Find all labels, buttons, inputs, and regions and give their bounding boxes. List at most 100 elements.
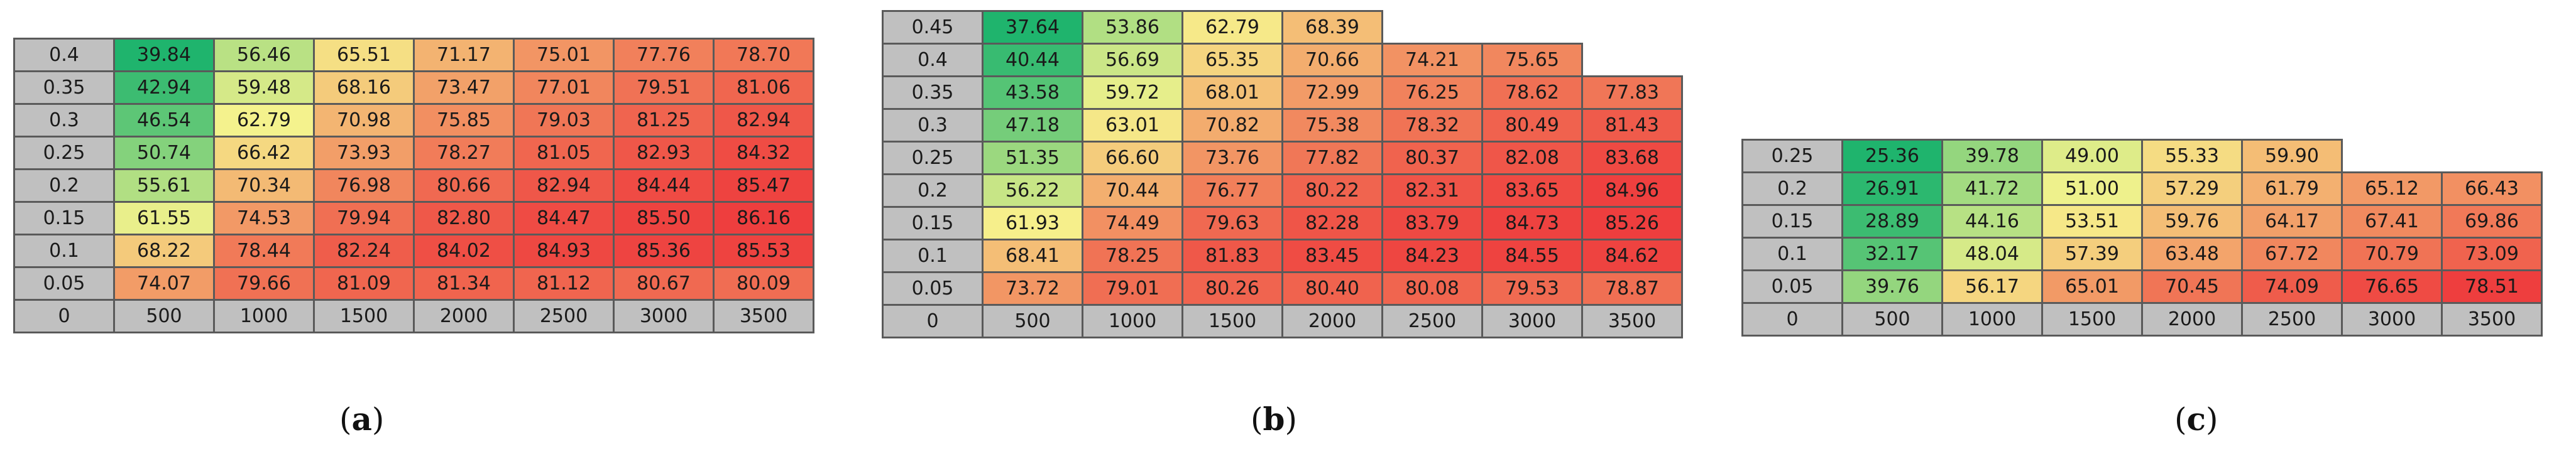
- column-label: 1500: [313, 299, 415, 333]
- heatmap-table-c: 0.25 25.36 39.78 49.00 55.33 59.90 0.2 26.91 41.…: [1741, 139, 2543, 337]
- heatmap-cell: 75.01: [513, 38, 615, 72]
- empty-cell: [1582, 44, 1682, 77]
- column-label: 500: [982, 304, 1083, 338]
- heatmap-cell: 85.53: [713, 234, 814, 268]
- heatmap-row: 0.3 46.54 62.79 70.98 75.85 79.03 81.25 82.94: [13, 103, 814, 138]
- heatmap-cell: 79.03: [513, 103, 615, 138]
- row-label: 0.25: [1741, 139, 1843, 173]
- corner-label: 0: [1741, 302, 1843, 337]
- heatmap-cell: 46.54: [113, 103, 215, 138]
- column-label: 2000: [413, 299, 515, 333]
- heatmap-cell: 63.48: [2141, 237, 2243, 271]
- heatmap-cell: 84.73: [1481, 206, 1583, 240]
- heatmap-cell: 62.79: [213, 103, 315, 138]
- heatmap-cell: 78.62: [1481, 75, 1583, 110]
- heatmap-cell: 49.00: [2041, 139, 2143, 173]
- heatmap-row: 0.05 39.76 56.17 65.01 70.45 74.09 76.65 78.51: [1741, 269, 2543, 304]
- heatmap-cell: 80.26: [1181, 271, 1283, 306]
- heatmap-cell: 86.16: [713, 201, 814, 235]
- column-label: 2500: [1381, 304, 1483, 338]
- heatmap-cell: 47.18: [982, 108, 1083, 143]
- heatmap-cell: 76.25: [1381, 75, 1483, 110]
- heatmap-cell: 67.72: [2241, 237, 2343, 271]
- heatmap-row: 0.05 73.72 79.01 80.26 80.40 80.08 79.53 78.87: [882, 271, 1683, 306]
- heatmap-cell: 51.35: [982, 141, 1083, 175]
- heatmap-cell: 59.90: [2241, 139, 2343, 173]
- heatmap-cell: 56.17: [1941, 269, 2043, 304]
- heatmap-cell: 55.61: [113, 168, 215, 203]
- row-label: 0.4: [13, 38, 115, 72]
- heatmap-cell: 73.93: [313, 136, 415, 170]
- row-label: 0.35: [882, 75, 984, 110]
- empty-cell: [2442, 140, 2542, 173]
- heatmap-cell: 80.67: [613, 266, 715, 301]
- heatmap-cell: 84.93: [513, 234, 615, 268]
- row-label: 0.1: [1741, 237, 1843, 271]
- column-label: 1000: [213, 299, 315, 333]
- heatmap-cell: 82.93: [613, 136, 715, 170]
- heatmap-cell: 78.32: [1381, 108, 1483, 143]
- heatmap-cell: 82.94: [713, 103, 814, 138]
- heatmap-cell: 68.22: [113, 234, 215, 268]
- column-label: 1000: [1941, 302, 2043, 337]
- heatmap-cell: 81.83: [1181, 239, 1283, 273]
- row-label: 0.3: [13, 103, 115, 138]
- x-axis-row: 0 500 1000 1500 2000 2500 3000 3500: [882, 304, 1683, 338]
- column-label: 3000: [1481, 304, 1583, 338]
- heatmap-cell: 75.85: [413, 103, 515, 138]
- row-label: 0.15: [1741, 204, 1843, 239]
- heatmap-row: 0.25 50.74 66.42 73.93 78.27 81.05 82.93 84.32: [13, 136, 814, 170]
- corner-label: 0: [882, 304, 984, 338]
- heatmap-cell: 76.98: [313, 168, 415, 203]
- heatmap-cell: 70.66: [1281, 43, 1383, 77]
- column-label: 1500: [2041, 302, 2143, 337]
- heatmap-table-b: 0.45 37.64 53.86 62.79 68.39 0.4 40.44 56.69 65.…: [882, 10, 1683, 338]
- heatmap-table-a: 0.4 39.84 56.46 65.51 71.17 75.01 77.76 78.70 0.…: [13, 38, 814, 333]
- heatmap-cell: 26.91: [1841, 171, 1943, 206]
- heatmap-cell: 56.69: [1082, 43, 1183, 77]
- heatmap-cell: 42.94: [113, 70, 215, 105]
- column-label: 500: [113, 299, 215, 333]
- heatmap-cell: 74.49: [1082, 206, 1183, 240]
- heatmap-cell: 76.65: [2341, 269, 2443, 304]
- column-label: 3500: [713, 299, 814, 333]
- heatmap-cell: 50.74: [113, 136, 215, 170]
- heatmap-cell: 79.66: [213, 266, 315, 301]
- heatmap-cell: 82.08: [1481, 141, 1583, 175]
- heatmap-cell: 82.24: [313, 234, 415, 268]
- heatmap-cell: 80.40: [1281, 271, 1383, 306]
- heatmap-cell: 84.23: [1381, 239, 1483, 273]
- heatmap-b: 0.45 37.64 53.86 62.79 68.39 0.4 40.44 56.69 65.…: [882, 10, 1683, 338]
- heatmap-cell: 80.49: [1481, 108, 1583, 143]
- row-label: 0.2: [1741, 171, 1843, 206]
- row-label: 0.15: [13, 201, 115, 235]
- heatmap-cell: 63.01: [1082, 108, 1183, 143]
- heatmap-cell: 61.93: [982, 206, 1083, 240]
- heatmap-cell: 80.22: [1281, 173, 1383, 208]
- row-label: 0.15: [882, 206, 984, 240]
- heatmap-cell: 39.84: [113, 38, 215, 72]
- heatmap-cell: 82.94: [513, 168, 615, 203]
- heatmap-cell: 84.62: [1581, 239, 1683, 273]
- heatmap-cell: 68.01: [1181, 75, 1283, 110]
- heatmap-row: 0.15 28.89 44.16 53.51 59.76 64.17 67.41 69.86: [1741, 204, 2543, 239]
- row-label: 0.05: [882, 271, 984, 306]
- heatmap-row: 0.35 42.94 59.48 68.16 73.47 77.01 79.51 81.06: [13, 70, 814, 105]
- heatmap-cell: 56.46: [213, 38, 315, 72]
- heatmap-cell: 85.26: [1581, 206, 1683, 240]
- row-label: 0.45: [882, 10, 984, 45]
- heatmap-cell: 25.36: [1841, 139, 1943, 173]
- column-label: 2000: [1281, 304, 1383, 338]
- column-label: 2000: [2141, 302, 2243, 337]
- heatmap-cell: 66.60: [1082, 141, 1183, 175]
- column-label: 1000: [1082, 304, 1183, 338]
- row-label: 0.25: [13, 136, 115, 170]
- heatmap-cell: 75.65: [1481, 43, 1583, 77]
- heatmap-cell: 39.76: [1841, 269, 1943, 304]
- heatmap-row: 0.15 61.93 74.49 79.63 82.28 83.79 84.73 85.26: [882, 206, 1683, 240]
- heatmap-cell: 48.04: [1941, 237, 2043, 271]
- empty-cell: [1483, 11, 1582, 44]
- heatmap-cell: 43.58: [982, 75, 1083, 110]
- heatmap-row: 0.1 68.22 78.44 82.24 84.02 84.93 85.36 85.53: [13, 234, 814, 268]
- caption-c-letter: c: [2186, 401, 2206, 438]
